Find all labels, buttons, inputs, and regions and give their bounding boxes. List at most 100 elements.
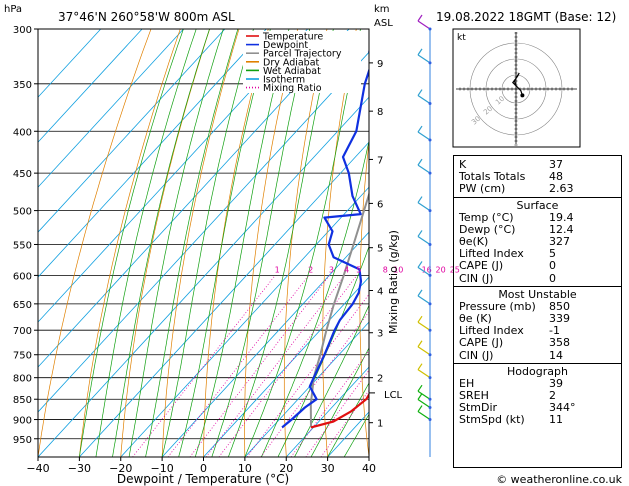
wind-barb-flag — [417, 48, 423, 56]
index-row: CAPE (J) 358 — [459, 337, 619, 349]
index-row: Totals Totals 48 — [459, 171, 619, 183]
dry-adiabat-line — [79, 29, 181, 457]
wind-level-dot — [428, 27, 432, 31]
x-tick-label: 40 — [362, 462, 376, 475]
legend-label: Dewpoint — [263, 40, 308, 51]
mixing-ratio-tick-label: 8 — [383, 265, 388, 274]
hodograph-ring-label: 20 — [482, 105, 494, 117]
legend-label: Isotherm — [263, 75, 305, 86]
index-label: CAPE (J) — [459, 336, 504, 350]
dry-adiabat-line — [322, 29, 357, 457]
index-label: PW (cm) — [459, 182, 506, 196]
index-row: Dewp (°C) 12.4 — [459, 222, 619, 236]
index-label: StmDir — [459, 401, 498, 415]
index-row: StmDir 344° — [459, 402, 619, 414]
wind-level-dot — [428, 242, 432, 246]
km-tick-label: 5 — [377, 244, 383, 255]
wind-level-dot — [428, 418, 432, 422]
y-tick-label: 300 — [13, 25, 32, 36]
wind-barb — [417, 131, 431, 141]
wind-barb — [417, 202, 431, 212]
index-value: 37 — [549, 158, 563, 171]
y-tick-label: 950 — [13, 435, 32, 446]
legend-background — [243, 31, 361, 93]
hodograph-unit: kt — [457, 33, 466, 43]
x-axis-title: Dewpoint / Temperature (°C) — [117, 472, 289, 486]
index-value: 0 — [549, 271, 556, 285]
mixing-ratio-line — [246, 293, 369, 457]
wet-adiabat-line — [194, 29, 290, 457]
wet-adiabat-line — [145, 29, 239, 457]
legend-label: Wet Adiabat — [263, 66, 321, 77]
wet-adiabat-line — [261, 139, 369, 457]
wind-barb-flag — [417, 261, 423, 268]
index-value: 2.63 — [549, 182, 574, 196]
isotherm-line — [38, 29, 267, 278]
index-value: 11 — [549, 413, 563, 427]
km-unit-label: km — [374, 4, 390, 15]
footer-credit: © weatheronline.co.uk — [496, 473, 622, 486]
index-label: Pressure (mb) — [459, 299, 536, 313]
dry-adiabat-line — [244, 29, 299, 457]
wind-barb-flag — [417, 363, 423, 371]
km-tick-label: 6 — [377, 199, 383, 210]
index-row: θe (K) 339 — [459, 313, 619, 325]
wind-barb-flag — [417, 393, 423, 400]
isotherm-line — [285, 366, 369, 457]
index-separator — [454, 285, 621, 287]
asl-unit-label: ASL — [374, 18, 393, 29]
wind-barb — [417, 95, 431, 105]
mixing-ratio-line — [218, 275, 358, 457]
isotherm-line — [120, 186, 369, 457]
y-tick-label: 400 — [13, 127, 32, 138]
wind-barb-flag — [417, 384, 423, 392]
x-tick-label: 30 — [321, 462, 335, 475]
mixing-ratio-line — [260, 311, 369, 457]
wet-adiabat-line — [128, 29, 224, 457]
index-value: 358 — [549, 336, 570, 350]
dry-adiabat-line — [283, 29, 328, 457]
wind-barb — [417, 321, 431, 331]
wet-adiabat-line — [79, 29, 184, 457]
legend-label: Parcel Trajectory — [263, 49, 342, 60]
wind-level-dot — [428, 273, 432, 277]
hodograph-frame — [452, 28, 581, 148]
index-section-header: Most Unstable — [498, 287, 577, 301]
indices-panel: K 37 Totals Totals 48 PW (cm) 2.63 Surface Temp… — [453, 155, 622, 468]
x-tick-label: 10 — [238, 462, 252, 475]
wind-level-dot — [428, 405, 432, 409]
isotherm-line — [38, 29, 184, 188]
index-row: CAPE (J) 0 — [459, 260, 619, 272]
wind-level-dot — [428, 171, 432, 175]
index-value: 5 — [549, 247, 556, 261]
wind-barb-flag — [417, 340, 423, 348]
wind-level-dot — [428, 61, 432, 65]
y-tick-label: 650 — [13, 300, 32, 311]
index-row: Lifted Index -1 — [459, 325, 619, 337]
y-unit-label: hPa — [4, 4, 22, 15]
index-section-header: Hodograph — [507, 364, 568, 378]
wet-adiabat-line — [112, 29, 210, 457]
wind-barb-flag — [417, 158, 423, 166]
header-location: 37°46'N 260°58'W 800m ASL — [58, 10, 235, 24]
x-tick-label: 0 — [200, 462, 207, 475]
wind-barb — [417, 346, 431, 356]
wind-barb-flag — [417, 289, 423, 297]
km-tick-label: 8 — [377, 107, 383, 118]
index-row: Lifted Index 5 — [459, 248, 619, 260]
index-value: -1 — [549, 324, 560, 338]
wind-level-dot — [428, 138, 432, 142]
lcl-label: LCL — [384, 390, 403, 401]
y-tick-label: 900 — [13, 416, 32, 427]
y-tick-label: 600 — [13, 271, 32, 282]
index-value: 12.4 — [549, 222, 574, 236]
dry-adiabat-line — [431, 29, 452, 457]
wet-adiabat-line — [161, 29, 254, 457]
y-tick-label: 800 — [13, 374, 32, 385]
mixing-ratio-line — [290, 350, 369, 457]
hodograph-ring-label: 30 — [470, 115, 482, 127]
index-separator — [454, 196, 621, 198]
